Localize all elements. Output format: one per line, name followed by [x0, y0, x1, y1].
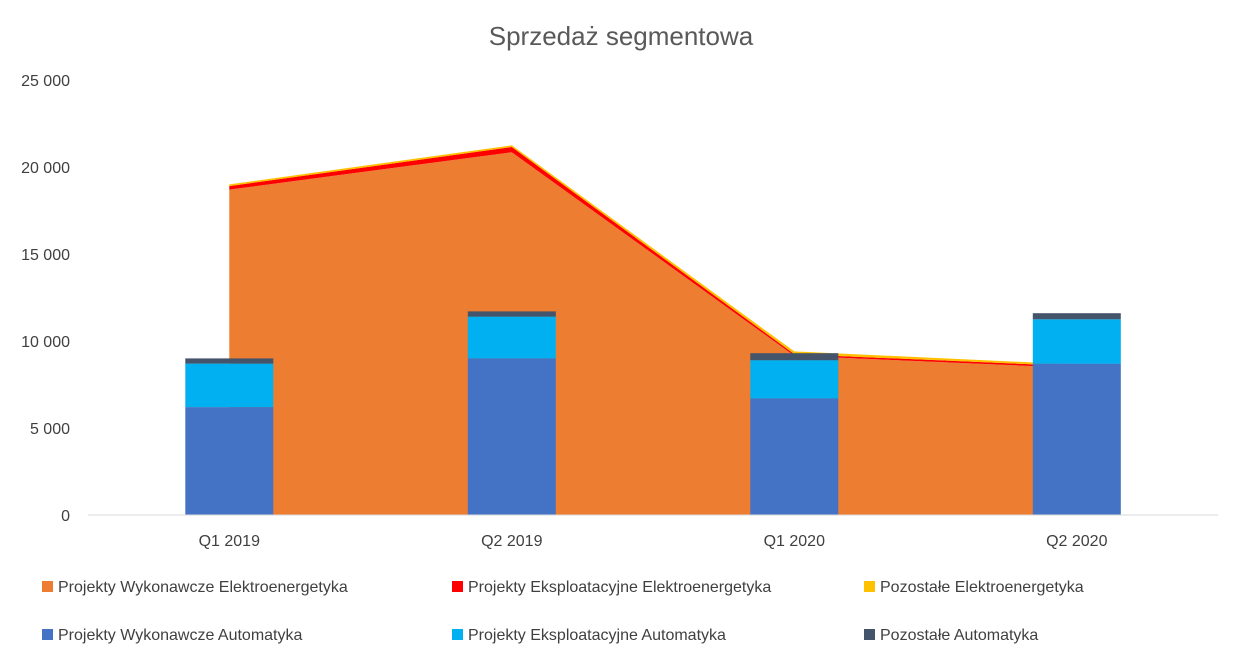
legend-item-projekty-wykonawcze-automatyka: Projekty Wykonawcze Automatyka [42, 627, 303, 644]
bar-pozostale-automatyka-q1-2019 [185, 358, 274, 364]
legend-label: Projekty Eksploatacyjne Elektroenergetyk… [468, 579, 771, 596]
legend-swatch [864, 581, 875, 592]
bar-pozostale-automatyka-q2-2019 [467, 311, 556, 317]
legend-item-projekty-wykonawcze-elektroenergetyka: Projekty Wykonawcze Elektroenergetyka [42, 579, 348, 596]
bar-projekty-wykonawcze-automatyka-q1-2020 [750, 398, 839, 515]
legend-label: Projekty Wykonawcze Elektroenergetyka [58, 579, 348, 596]
legend-item-pozostale-elektroenergetyka: Pozostałe Elektroenergetyka [864, 579, 1084, 596]
legend-label: Pozostałe Automatyka [880, 627, 1038, 644]
y-tick-label: 15 000 [21, 247, 70, 264]
legend-label: Projekty Wykonawcze Automatyka [58, 627, 303, 644]
x-axis-ticks: Q1 2019 Q2 2019 Q1 2020 Q2 2020 [199, 533, 1108, 550]
bar-pozostale-automatyka-q2-2020 [1032, 313, 1121, 320]
chart-title: Sprzedaż segmentowa [489, 21, 754, 51]
legend-swatch [42, 581, 53, 592]
bar-projekty-wykonawcze-automatyka-q1-2019 [185, 407, 274, 515]
bar-projekty-eksploatacyjne-automatyka-q1-2019 [185, 363, 274, 408]
legend-swatch [452, 629, 463, 640]
y-tick-label: 5 000 [30, 421, 70, 438]
legend-label: Pozostałe Elektroenergetyka [880, 579, 1084, 596]
y-tick-label: 0 [61, 508, 70, 525]
legend-item-pozostale-automatyka: Pozostałe Automatyka [864, 627, 1038, 644]
x-tick-label: Q2 2019 [481, 533, 542, 550]
x-tick-label: Q2 2020 [1046, 533, 1107, 550]
legend-swatch [864, 629, 875, 640]
legend-swatch [42, 629, 53, 640]
area-layer [229, 145, 1077, 515]
y-axis-ticks: 0 5 000 10 000 15 000 20 000 25 000 [21, 73, 70, 525]
area-projekty-wykonawcze-elektroenergetyka [229, 152, 1077, 515]
bar-layer [185, 311, 1121, 515]
y-tick-label: 20 000 [21, 160, 70, 177]
legend-swatch [452, 581, 463, 592]
bar-projekty-eksploatacyjne-automatyka-q2-2020 [1032, 319, 1121, 364]
legend: Projekty Wykonawcze Elektroenergetyka Pro… [42, 579, 1084, 644]
y-tick-label: 10 000 [21, 334, 70, 351]
x-tick-label: Q1 2019 [199, 533, 260, 550]
bar-projekty-wykonawcze-automatyka-q2-2019 [467, 358, 556, 515]
bar-pozostale-automatyka-q1-2020 [750, 353, 839, 361]
bar-projekty-eksploatacyjne-automatyka-q2-2019 [467, 316, 556, 359]
bar-projekty-eksploatacyjne-automatyka-q1-2020 [750, 360, 839, 399]
bar-projekty-wykonawcze-automatyka-q2-2020 [1032, 363, 1121, 515]
x-tick-label: Q1 2020 [764, 533, 825, 550]
legend-item-projekty-eksploatacyjne-automatyka: Projekty Eksploatacyjne Automatyka [452, 627, 726, 644]
legend-label: Projekty Eksploatacyjne Automatyka [468, 627, 726, 644]
y-tick-label: 25 000 [21, 73, 70, 90]
legend-item-projekty-eksploatacyjne-elektroenergetyka: Projekty Eksploatacyjne Elektroenergetyk… [452, 579, 771, 596]
